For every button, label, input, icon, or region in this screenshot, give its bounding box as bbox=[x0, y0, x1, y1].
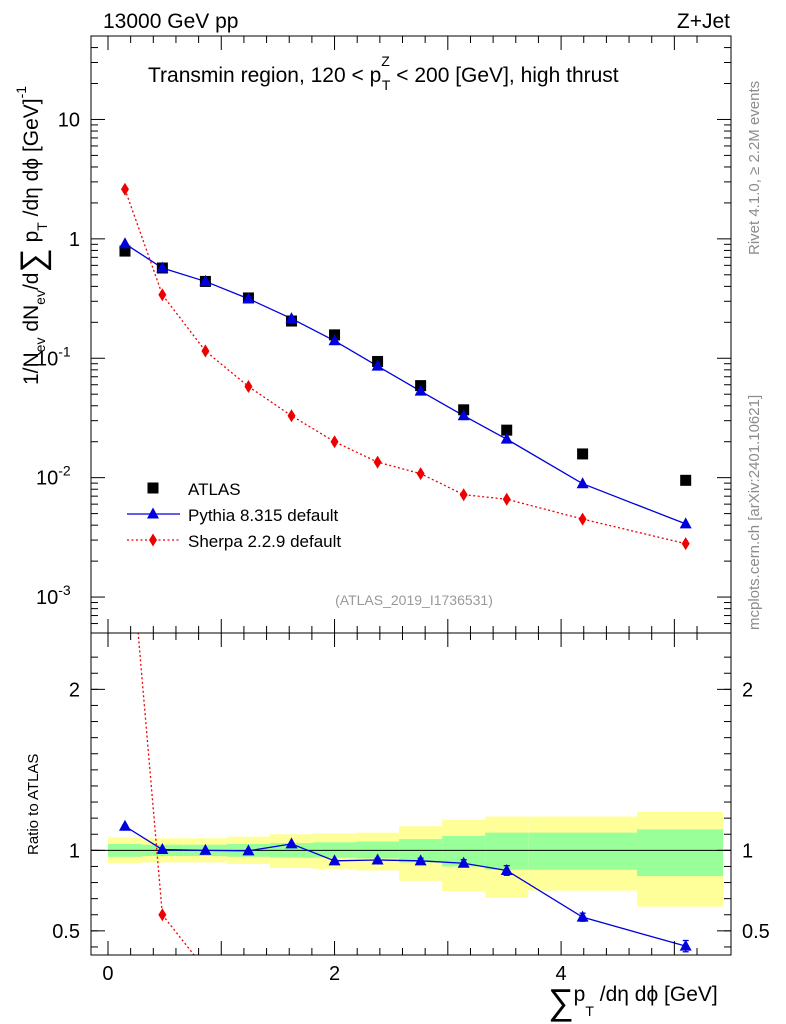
pythia-main-point bbox=[500, 432, 513, 444]
sherpa-main-point bbox=[681, 537, 690, 551]
uncertainty-band-inner bbox=[528, 832, 637, 870]
pythia-ratio-point bbox=[371, 853, 384, 865]
analysis-watermark: (ATLAS_2019_I1736531) bbox=[335, 592, 493, 608]
uncertainty-band-inner bbox=[636, 829, 724, 877]
main-y-tick-label: 10-1 bbox=[36, 343, 71, 370]
sherpa-main-point bbox=[158, 288, 167, 302]
ratio-y-tick-label-right: 1 bbox=[742, 840, 753, 862]
sherpa-ratio-point bbox=[201, 963, 209, 976]
x-tick-label: 2 bbox=[329, 963, 340, 985]
pythia-ratio-point bbox=[457, 856, 470, 868]
pythia-ratio-point bbox=[118, 819, 131, 831]
sherpa-main-point bbox=[459, 488, 468, 502]
sherpa-main-point bbox=[287, 409, 296, 423]
pythia-main-point bbox=[679, 517, 692, 529]
sherpa-ratio-point bbox=[121, 474, 129, 487]
ratio-y-tick-label-right: 2 bbox=[742, 679, 753, 701]
pythia-main-point bbox=[457, 409, 470, 421]
ratio-y-tick-label-left: 1 bbox=[69, 840, 80, 862]
sherpa-main-line bbox=[124, 189, 686, 545]
atlas-main-point bbox=[501, 424, 513, 436]
pythia-main-point bbox=[199, 274, 212, 286]
sherpa-main-point bbox=[330, 435, 339, 449]
pythia-main-point bbox=[156, 261, 169, 273]
sherpa-main-point bbox=[244, 380, 253, 394]
pythia-main-point bbox=[328, 334, 341, 346]
energy-label: 13000 GeV pp bbox=[103, 10, 238, 33]
legend-pythia-marker bbox=[147, 507, 159, 519]
pythia-ratio-point bbox=[199, 843, 212, 855]
sherpa-main-point bbox=[373, 455, 382, 469]
sherpa-main-point bbox=[120, 182, 129, 196]
main-y-axis-label: 1/Nev dNev/d∑ pT /dη dϕ [GeV]-1 bbox=[13, 86, 52, 385]
x-tick-label: 0 bbox=[102, 963, 113, 985]
pythia-main-point bbox=[414, 384, 427, 396]
atlas-main-point bbox=[680, 474, 692, 486]
legend-pythia-label: Pythia 8.315 default bbox=[188, 506, 339, 525]
pythia-main-point bbox=[285, 312, 298, 324]
x-axis-label: ∑pT /dη dϕ [GeV] bbox=[548, 981, 718, 1022]
pythia-main-point bbox=[371, 359, 384, 371]
x-tick-label: 4 bbox=[556, 963, 567, 985]
ratio-y-tick-label-left: 2 bbox=[69, 679, 80, 701]
atlas-main-point bbox=[119, 245, 131, 257]
sherpa-ratio-line bbox=[137, 633, 195, 955]
pythia-main-point bbox=[118, 237, 131, 249]
sherpa-ratio-point bbox=[158, 908, 167, 922]
main-panel-frame bbox=[90, 35, 732, 634]
main-y-tick-label: 10-3 bbox=[36, 582, 71, 609]
pythia-ratio-point bbox=[242, 844, 255, 856]
legend-sherpa-marker bbox=[149, 533, 157, 547]
pythia-ratio-point bbox=[328, 854, 341, 866]
main-y-tick-label: 10 bbox=[58, 109, 80, 131]
sherpa-main-point bbox=[416, 467, 425, 481]
ratio-y-tick-label-left: 0.5 bbox=[52, 921, 80, 943]
pythia-ratio-point bbox=[414, 854, 427, 866]
legend-atlas-marker bbox=[147, 482, 159, 494]
main-y-tick-label: 10-2 bbox=[36, 463, 71, 490]
pythia-ratio-point bbox=[576, 910, 589, 922]
sherpa-main-point bbox=[578, 512, 587, 526]
ratio-y-tick-label-right: 0.5 bbox=[742, 921, 770, 943]
legend-atlas-label: ATLAS bbox=[188, 480, 241, 499]
process-label: Z+Jet bbox=[677, 10, 730, 33]
legend-sherpa-label: Sherpa 2.2.9 default bbox=[188, 532, 341, 551]
uncertainty-band-inner bbox=[485, 832, 529, 870]
pythia-ratio-line bbox=[124, 825, 686, 947]
pythia-main-point bbox=[242, 292, 255, 304]
sherpa-main-point bbox=[201, 344, 210, 358]
pythia-ratio-point bbox=[156, 843, 169, 855]
pythia-ratio-point bbox=[500, 863, 513, 875]
pythia-ratio-point bbox=[285, 837, 298, 849]
atlas-main-point bbox=[577, 448, 589, 460]
main-y-tick-label: 1 bbox=[69, 229, 80, 251]
ratio-panel-frame bbox=[90, 632, 732, 956]
sherpa-main-point bbox=[502, 492, 511, 506]
pythia-main-point bbox=[576, 477, 589, 489]
pythia-ratio-point bbox=[679, 939, 692, 951]
ratio-y-axis-label: Ratio to ATLAS bbox=[25, 754, 42, 855]
main-title: Transmin region, 120 < pZ T < 200 [GeV], … bbox=[148, 53, 619, 93]
pythia-main-line bbox=[124, 243, 686, 525]
